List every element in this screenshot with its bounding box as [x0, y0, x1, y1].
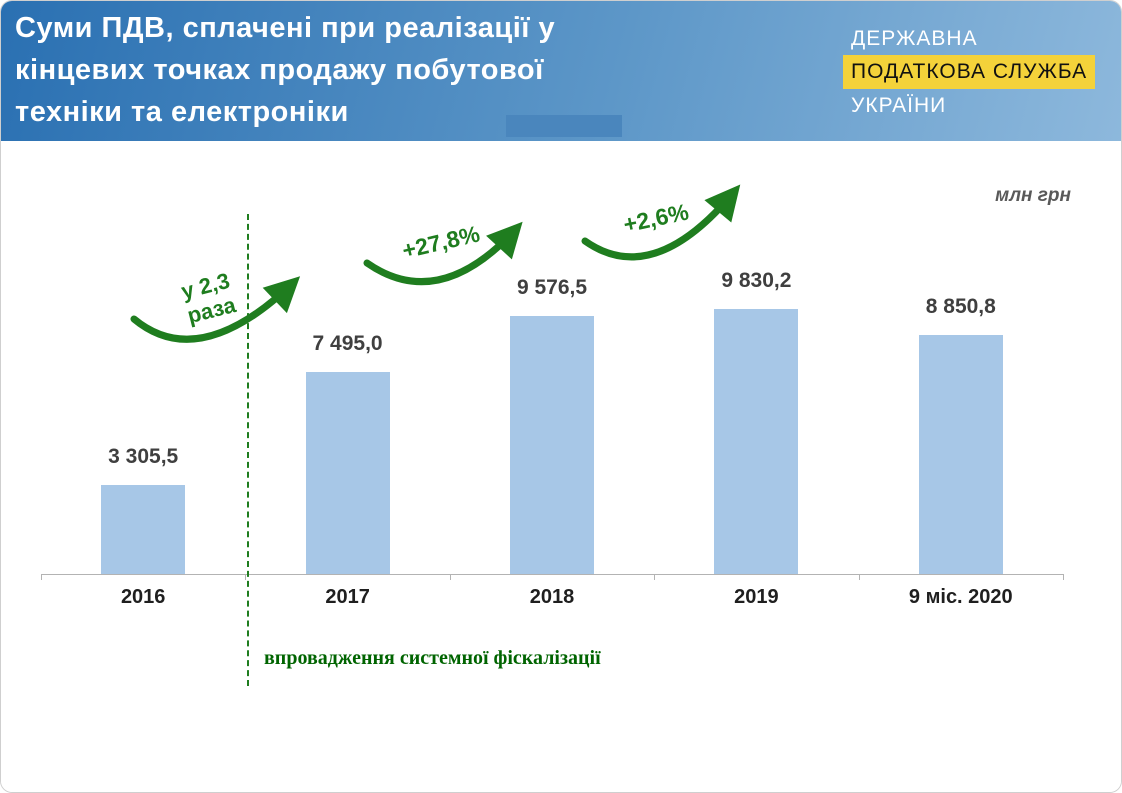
fiscalization-reference-line: [247, 214, 249, 686]
axis-tick: [449, 574, 451, 580]
bar: [101, 485, 186, 574]
x-axis-label: 2016: [120, 586, 166, 608]
title-line-3: техніки та електроніки: [15, 96, 349, 128]
bar: [510, 316, 594, 574]
x-axis-line: [41, 574, 1063, 575]
tax-service-logo: ДЕРЖАВНА ПОДАТКОВА СЛУЖБА УКРАЇНИ: [843, 23, 1096, 121]
unit-label: млн грн: [995, 185, 1071, 206]
bar-value-label: 3 305,5: [108, 445, 179, 468]
x-axis-label: 9 міс. 2020: [908, 586, 1013, 608]
axis-tick: [858, 574, 860, 580]
header-accent-rect: [506, 115, 622, 137]
logo-line-derzhavna: ДЕРЖАВНА: [851, 27, 978, 50]
chart-area: млн грн 3 305,5 2016 7 495,0 2017 9 576,5 201…: [1, 141, 1121, 792]
x-axis-label: 2019: [734, 586, 779, 608]
bar-value-label: 8 850,8: [925, 295, 996, 318]
axis-tick: [41, 574, 42, 580]
axis-tick: [245, 574, 247, 580]
bar: [714, 309, 799, 574]
bar-value-label: 7 495,0: [312, 332, 383, 355]
logo-line-podatkova-sluzhba: ПОДАТКОВА СЛУЖБА: [843, 55, 1096, 89]
bar: [305, 372, 390, 574]
bar-value-label: 9 830,2: [721, 269, 792, 292]
fiscalization-caption: впровадження системної фіскалізації: [264, 647, 601, 669]
page-title: Суми ПДВ, сплачені при реалізації у кінц…: [15, 7, 555, 133]
bar-value-label: 9 576,5: [516, 276, 588, 299]
bar: [918, 335, 1003, 574]
axis-tick: [654, 574, 656, 580]
x-axis-label: 2017: [325, 586, 370, 608]
title-line-2: кінцевих точках продажу побутової: [15, 54, 544, 86]
title-line-1: Суми ПДВ, сплачені при реалізації у: [15, 12, 556, 44]
plot-area: 3 305,5 2016 7 495,0 2017 9 576,5 2018 9 830,2…: [1, 141, 1121, 792]
x-axis-label: 2018: [529, 586, 575, 608]
header: Суми ПДВ, сплачені при реалізації у кінц…: [1, 1, 1121, 141]
axis-tick: [1063, 574, 1064, 580]
logo-line-ukrainy: УКРАЇНИ: [851, 94, 947, 117]
